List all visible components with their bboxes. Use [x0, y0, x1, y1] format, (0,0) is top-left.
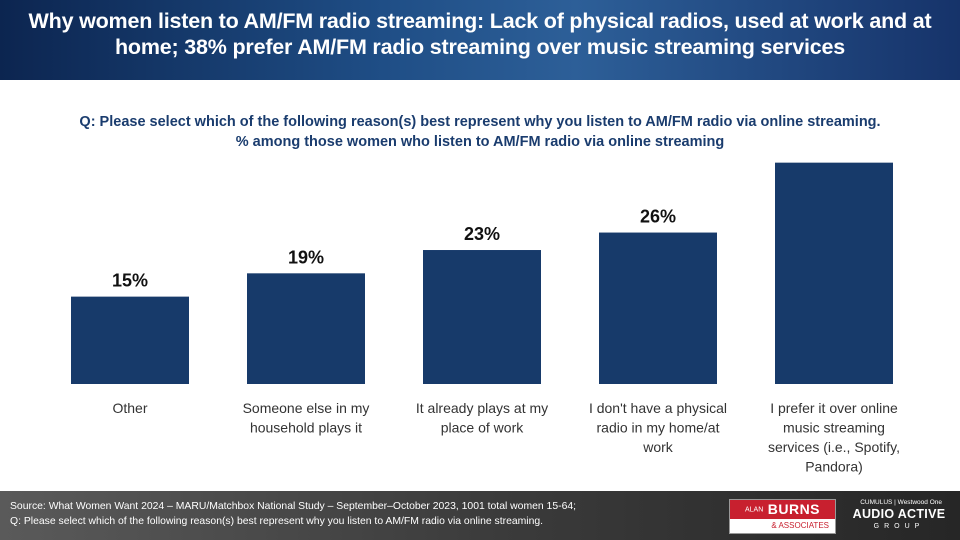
category-label-line: I prefer it over online [770, 400, 898, 416]
category-label-4: I don't have a physical radio in my home/… [589, 400, 727, 455]
question-text: Q: Please select which of the following … [0, 112, 960, 152]
category-label-line: Other [112, 400, 147, 416]
data-label-3: 23% [464, 224, 500, 244]
logo-alan-text: ALAN [744, 506, 764, 514]
question-line: Q: Please select which of the following … [79, 114, 881, 130]
category-label-line: work [642, 439, 674, 455]
category-label-line: services (i.e., Spotify, [768, 439, 900, 455]
data-label-4: 26% [640, 207, 676, 227]
alan-burns-logo: ALAN BURNS & ASSOCIATES [729, 499, 836, 534]
logo-audio-active-text: AUDIO ACTIVE [852, 507, 946, 521]
logo-burns-text: BURNS [767, 501, 821, 517]
category-label-line: radio in my home/at [597, 420, 720, 436]
logo-network-text: CUMULUS | Westwood One [860, 499, 942, 506]
bar-3 [423, 250, 541, 384]
category-label-1: Other [112, 400, 147, 416]
page-title: Why women listen to AM/FM radio streamin… [28, 9, 932, 59]
footer-bar: Source: What Women Want 2024 – MARU/Matc… [0, 491, 960, 540]
category-label-line: It already plays at my [416, 400, 548, 416]
data-label-2: 19% [288, 247, 324, 267]
category-label-line: household plays it [250, 420, 362, 436]
category-label-3: It already plays at my place of work [416, 400, 548, 436]
header-banner: Why women listen to AM/FM radio streamin… [0, 0, 960, 80]
category-label-2: Someone else in my household plays it [243, 400, 370, 436]
bar-1 [71, 296, 189, 384]
logo-group-text: GROUP [873, 523, 925, 530]
category-label-line: place of work [441, 420, 524, 436]
category-label-line: music streaming [783, 420, 885, 436]
source-note: Source: What Women Want 2024 – MARU/Matc… [10, 499, 710, 529]
source-line: Source: What Women Want 2024 – MARU/Matc… [10, 501, 577, 512]
alan-burns-logo-top: ALAN BURNS [730, 500, 835, 519]
category-label-5: I prefer it over online music streaming se… [768, 400, 900, 475]
category-label-line: I don't have a physical [589, 400, 727, 416]
bar-chart: 15% Other 19% Someone else in my household p… [71, 162, 900, 475]
bar-5 [775, 162, 893, 384]
audio-active-group-logo: CUMULUS | Westwood One AUDIO ACTIVE GROU… [846, 498, 952, 534]
source-question-line: Q: Please select which of the following … [10, 516, 544, 527]
bar-4 [599, 232, 717, 384]
logo-associates-text: & ASSOCIATES [771, 521, 829, 530]
category-label-line: Someone else in my [243, 400, 370, 416]
question-subtitle: % among those women who listen to AM/FM … [235, 134, 725, 150]
bar-2 [247, 273, 365, 384]
category-label-line: Pandora) [805, 459, 863, 475]
data-label-1: 15% [112, 271, 148, 291]
